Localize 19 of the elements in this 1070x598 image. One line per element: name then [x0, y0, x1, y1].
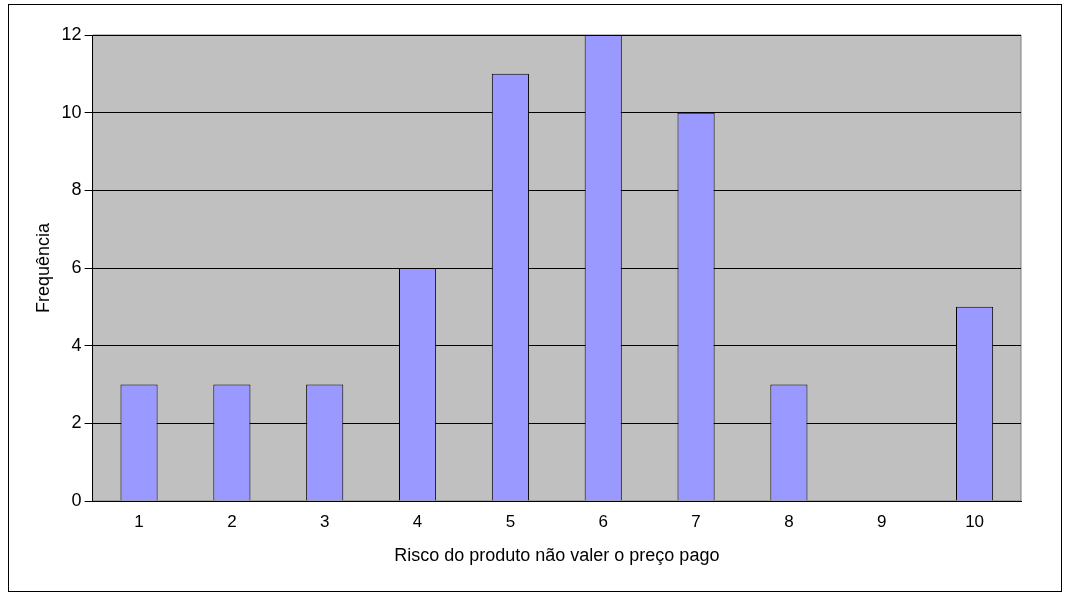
- x-tick-label: 1: [134, 511, 144, 531]
- x-tick-label: 3: [319, 511, 330, 531]
- x-tick-label: 2: [227, 511, 237, 531]
- y-tick-label: 4: [71, 334, 82, 355]
- x-tick-label: 8: [784, 511, 794, 531]
- y-axis-title: Frequência: [32, 221, 53, 314]
- y-tick-label: 8: [71, 179, 82, 200]
- x-tick-label: 5: [505, 511, 516, 531]
- x-tick-label: 6: [598, 511, 608, 531]
- x-tick-label: 7: [691, 511, 701, 531]
- x-tick-label: 10: [965, 511, 985, 531]
- x-tick-label: 4: [412, 511, 423, 531]
- x-axis-title: Risco do produto não valer o preço pago: [394, 545, 720, 566]
- y-tick-label: 0: [71, 489, 82, 510]
- y-tick-label: 2: [71, 412, 82, 433]
- x-tick-label: 9: [877, 511, 887, 531]
- y-tick-label: 10: [61, 101, 82, 122]
- y-tick-label: 6: [71, 256, 82, 277]
- y-tick-label: 12: [61, 23, 82, 44]
